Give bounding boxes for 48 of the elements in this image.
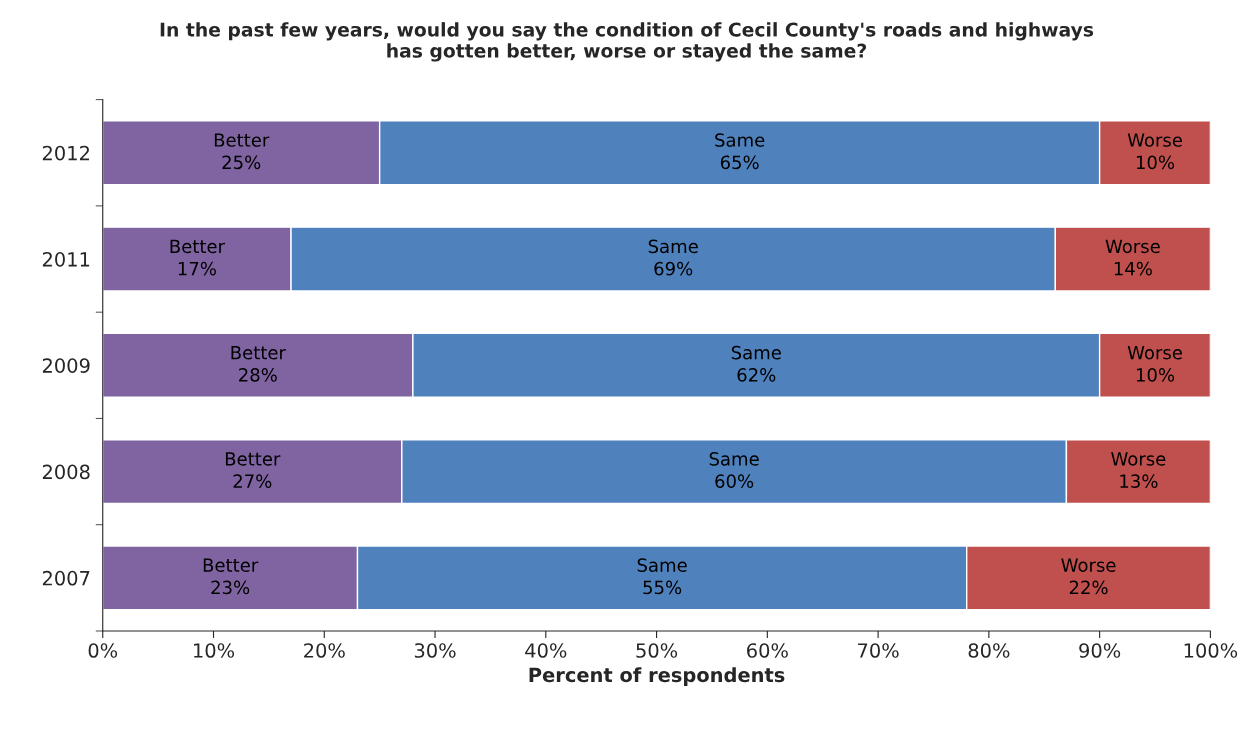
data-label: 22% <box>1069 580 1108 595</box>
x-tick-label: 90% <box>1079 643 1121 658</box>
x-tick-label: 60% <box>747 643 788 658</box>
x-tick-label: 20% <box>304 643 345 658</box>
text: Same <box>709 452 759 466</box>
y-tick-label: 2011 <box>42 251 90 267</box>
data-label: 65% <box>720 155 759 170</box>
y-tick-label: 2008 <box>42 464 90 480</box>
y-tick-label: 2007 <box>42 570 90 586</box>
y-tick-label: 2012 <box>42 145 89 161</box>
data-label: 69% <box>654 261 693 276</box>
series-label: Better <box>203 558 259 572</box>
chart-title: In the past few years, would you say the condition of Cecil County's roads and highways has gotten better, worse or stayed the same? <box>160 22 1094 62</box>
series-label: Same <box>648 239 698 254</box>
x-axis-title: Percent of respondents <box>529 667 785 686</box>
data-label: 25% <box>222 155 261 170</box>
text: Better <box>225 452 281 466</box>
text: Better <box>170 239 225 254</box>
data-label: 55% <box>643 580 682 595</box>
x-tick-label: 0% <box>88 643 118 658</box>
text: Better <box>231 345 286 360</box>
x-tick-label: 80% <box>968 643 1010 658</box>
series-label: Worse <box>1061 558 1116 572</box>
data-label: 60% <box>715 474 754 488</box>
data-label: 27% <box>233 474 272 488</box>
x-tick-label: 10% <box>194 643 235 658</box>
data-label: 62% <box>737 368 776 382</box>
text: Worse <box>1111 452 1166 466</box>
text: Better <box>214 133 270 147</box>
data-label: 17% <box>178 261 216 276</box>
x-tick-label: 70% <box>858 643 899 658</box>
x-tick-label: 100% <box>1184 643 1238 658</box>
text: Same <box>731 345 781 360</box>
data-label: 10% <box>1136 155 1175 170</box>
data-label: 14% <box>1114 261 1152 276</box>
data-label: 28% <box>239 368 277 382</box>
data-label: 13% <box>1120 474 1158 488</box>
text: Worse <box>1105 239 1160 254</box>
x-tick-label: 50% <box>636 643 678 658</box>
text: Worse <box>1127 133 1182 147</box>
y-tick-label: 2009 <box>42 358 90 373</box>
data-label: 23% <box>211 580 250 595</box>
x-tick-label: 40% <box>525 643 567 658</box>
text: Same <box>715 133 765 147</box>
x-tick-label: 30% <box>414 643 456 658</box>
data-label: 10% <box>1136 368 1175 382</box>
text: Worse <box>1127 345 1182 360</box>
text: Same <box>637 558 687 572</box>
